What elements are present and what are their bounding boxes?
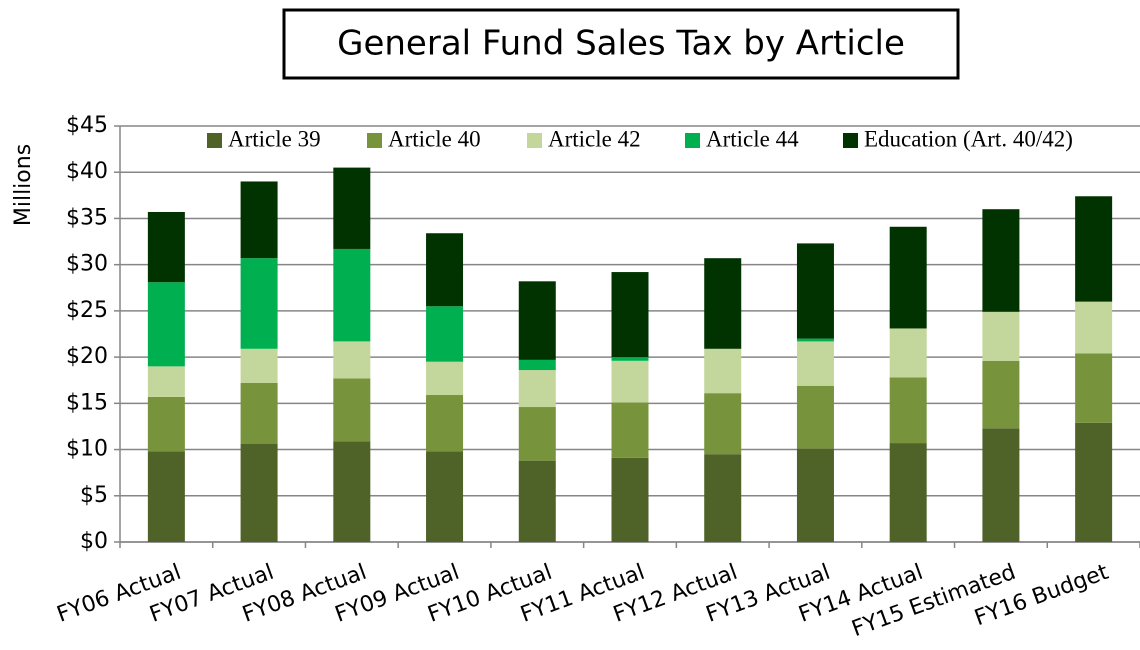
bar-segment [240, 382, 278, 445]
bar-segment [611, 357, 649, 361]
legend-swatch [527, 133, 542, 148]
bar-segment [611, 272, 649, 358]
bar-segment [426, 361, 464, 396]
bar-segment [147, 396, 185, 452]
bar-segment [518, 359, 556, 371]
bar-segment [796, 243, 834, 339]
legend-label: Education (Art. 40/42) [864, 126, 1073, 151]
bar-segment [333, 441, 371, 542]
y-tick-label: $45 [66, 113, 108, 138]
legend-swatch [207, 133, 222, 148]
bar-segment [704, 454, 742, 542]
y-tick-label: $30 [66, 252, 108, 277]
bar-segment [982, 209, 1020, 312]
legend-label: Article 42 [548, 126, 641, 151]
bar-segment [982, 360, 1020, 429]
bar-segment [1075, 301, 1113, 354]
bar-segment [240, 181, 278, 259]
bar-segment [796, 448, 834, 542]
bar-segment [1075, 196, 1113, 302]
y-tick-label: $10 [66, 437, 108, 462]
bar-segment [333, 167, 371, 249]
legend-label: Article 44 [706, 126, 799, 151]
bar-segment [240, 258, 278, 349]
bar-segment [426, 233, 464, 307]
bar-segment [889, 226, 927, 329]
bar-segment [611, 402, 649, 458]
legend-swatch [843, 133, 858, 148]
bar-segment [796, 338, 834, 342]
bar-segment [518, 407, 556, 461]
bar-segment [333, 378, 371, 442]
bar-segment [426, 395, 464, 452]
bar-segment [147, 451, 185, 542]
bar-segment [889, 377, 927, 444]
y-tick-label: $40 [66, 159, 108, 184]
bar-segment [889, 443, 927, 542]
chart-title: General Fund Sales Tax by Article [337, 24, 905, 64]
bar-segment [889, 328, 927, 378]
y-tick-label: $15 [66, 390, 108, 415]
bar-segment [796, 385, 834, 449]
bar-segment [518, 370, 556, 408]
y-tick-label: $0 [80, 529, 108, 554]
bar-segment [704, 393, 742, 455]
bar-segment [426, 306, 464, 362]
bar-segment [333, 341, 371, 379]
title-box [282, 8, 960, 80]
bar-segment [333, 248, 371, 342]
bar-segment [982, 428, 1020, 542]
bar-segment [611, 457, 649, 542]
bar-segment [518, 460, 556, 542]
bar-segment [704, 258, 742, 349]
y-tick-label: $25 [66, 298, 108, 323]
bar-segment [147, 366, 185, 397]
bar-segment [982, 311, 1020, 361]
bar-segment [611, 360, 649, 403]
bar-segment [147, 282, 185, 367]
bar-segment [240, 444, 278, 542]
legend-label: Article 40 [388, 126, 481, 151]
bar-segment [796, 341, 834, 386]
bar-segment [240, 348, 278, 383]
legend-swatch [685, 133, 700, 148]
bar-segment [426, 451, 464, 542]
bar-segment [1075, 422, 1113, 542]
y-tick-label: $5 [80, 483, 108, 508]
bar-segment [704, 348, 742, 394]
legend-label: Article 39 [228, 126, 321, 151]
legend-swatch [367, 133, 382, 148]
y-axis-label: Millions [11, 144, 36, 226]
bar-segment [147, 211, 185, 283]
bar-segment [1075, 353, 1113, 423]
y-tick-label: $35 [66, 205, 108, 230]
y-tick-label: $20 [66, 344, 108, 369]
bar-segment [518, 281, 556, 360]
